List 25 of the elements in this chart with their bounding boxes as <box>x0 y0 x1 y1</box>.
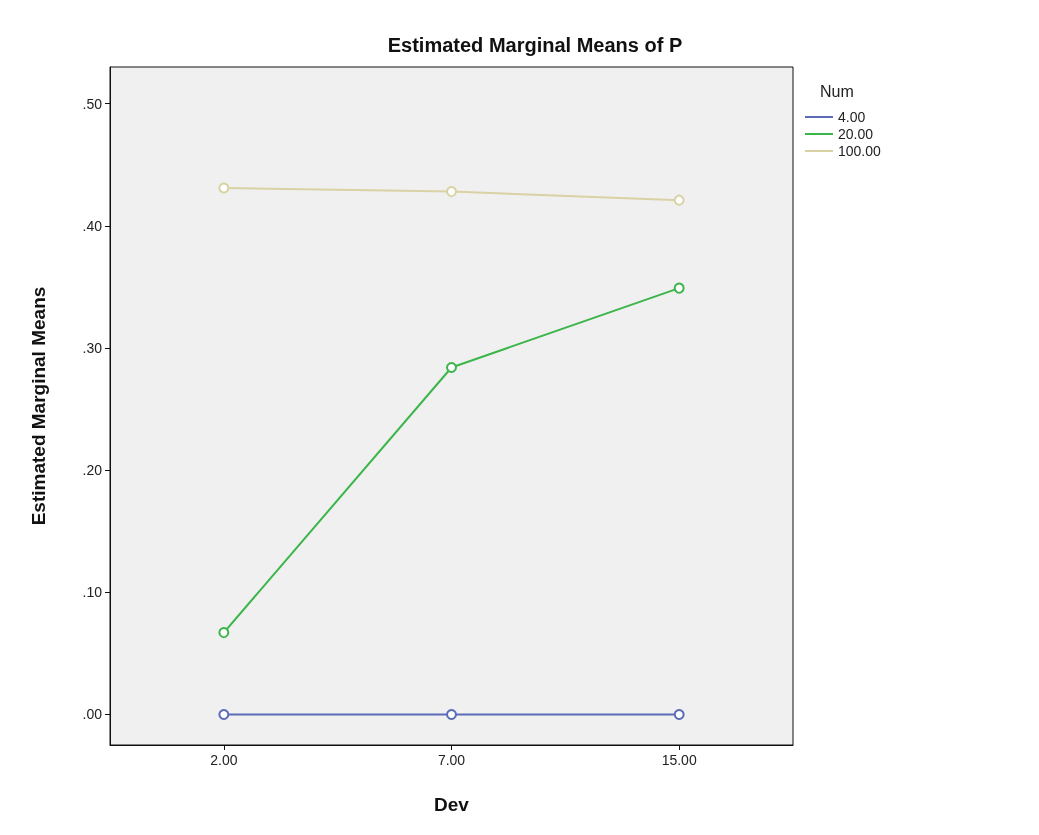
x-tick-label: 2.00 <box>210 752 238 768</box>
point <box>218 708 230 720</box>
legend-title: Num <box>820 82 854 100</box>
y-tick-label: .50 <box>82 95 103 112</box>
x-tick-label: 7.00 <box>437 752 466 768</box>
point <box>446 708 457 720</box>
y-tick-label: .10 <box>82 584 103 601</box>
point <box>446 362 457 374</box>
y-tick-label: .40 <box>82 217 103 234</box>
x-tick-label: 15.00 <box>661 752 697 768</box>
y-tick-label: .30 <box>82 339 103 356</box>
point <box>673 194 685 206</box>
point <box>673 708 685 720</box>
legend-label: 100.00 <box>838 143 882 159</box>
legend-label: 20.00 <box>838 126 874 142</box>
y-axis-title: Estimated Marginal Means <box>28 286 49 526</box>
point <box>673 282 685 294</box>
y-tick-label: .00 <box>82 706 103 723</box>
point <box>446 186 457 198</box>
y-tick-label: .20 <box>82 462 103 479</box>
chart-title: Estimated Marginal Means of P <box>387 34 683 56</box>
legend-label: 4.00 <box>838 109 866 125</box>
point <box>218 627 230 639</box>
point <box>218 182 230 194</box>
x-axis-title: Dev <box>434 794 470 815</box>
